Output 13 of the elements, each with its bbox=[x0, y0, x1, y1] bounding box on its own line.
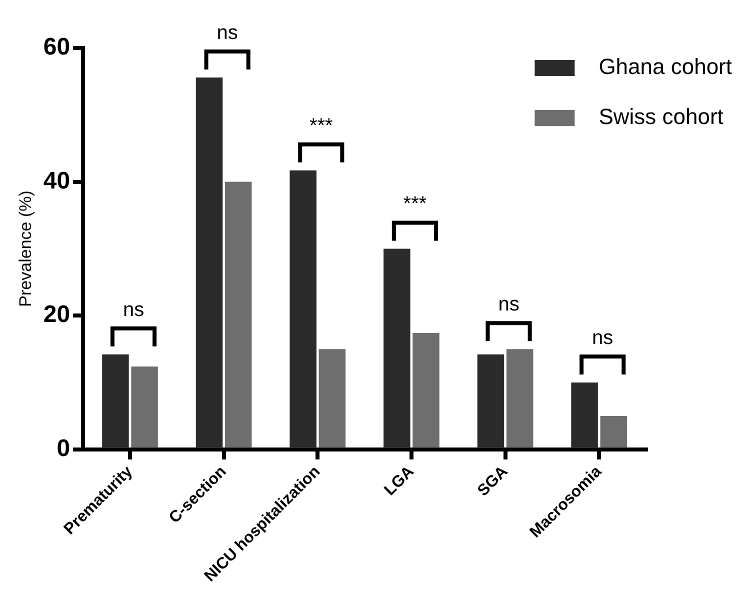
y-tick-label: 0 bbox=[56, 435, 70, 462]
legend-label: Swiss cohort bbox=[598, 104, 724, 130]
annotation: ns bbox=[122, 298, 144, 321]
annotation: ns bbox=[592, 327, 614, 350]
text: ns bbox=[216, 22, 238, 44]
legend-label: Ghana cohort bbox=[598, 54, 732, 80]
annotation: ns bbox=[498, 294, 520, 316]
y-axis-title: Prevalence (%) bbox=[16, 190, 35, 307]
annotation: *** bbox=[309, 114, 334, 137]
y-tick-label: 40 bbox=[43, 167, 70, 194]
y-tick-label: 20 bbox=[43, 301, 70, 328]
y-tick-label: 60 bbox=[43, 34, 70, 61]
annotation: *** bbox=[403, 193, 427, 216]
